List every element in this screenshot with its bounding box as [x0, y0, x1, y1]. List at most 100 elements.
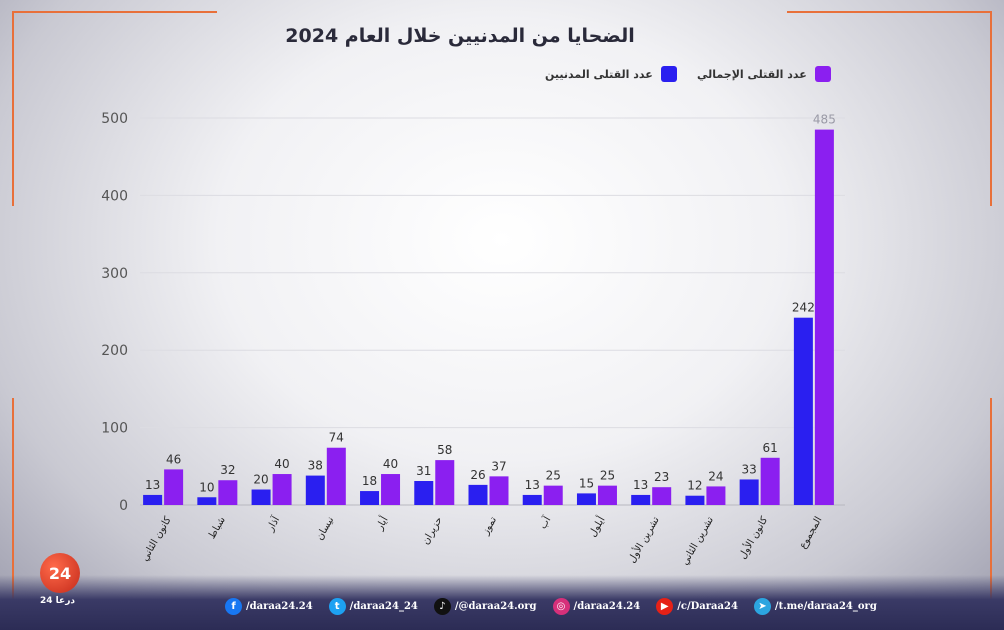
y-tick-label: 0	[119, 498, 128, 514]
x-tick-label: تشرين الثاني	[680, 515, 717, 567]
data-label: 18	[362, 474, 377, 488]
logo-mark: 24	[48, 563, 72, 583]
bar	[272, 474, 292, 505]
data-label: 20	[253, 473, 268, 487]
legend-label-total: عدد القتلى الإجمالي	[697, 67, 807, 81]
chart-title: الضحايا من المدنيين خلال العام 2024	[285, 25, 635, 47]
data-label: 10	[199, 480, 214, 494]
legend-item-civilians: عدد القتلى المدنيين	[545, 66, 677, 82]
legend-swatch-civilians	[660, 66, 677, 82]
bar	[164, 469, 184, 505]
bar	[197, 497, 217, 505]
y-tick-label: 100	[101, 421, 128, 437]
social-link[interactable]: ▶/c/Daraa24	[656, 598, 738, 615]
data-label: 25	[546, 469, 561, 483]
bar	[143, 494, 163, 505]
data-label: 33	[742, 462, 757, 476]
frame-left-upper	[12, 11, 14, 206]
social-link[interactable]: ♪/@daraa24.org	[433, 598, 537, 615]
x-tick-label: حزيران	[420, 515, 445, 547]
data-label: 13	[525, 478, 540, 492]
data-label: 24	[708, 469, 723, 483]
data-label: 40	[274, 457, 289, 471]
x-tick-label: نيسان	[314, 515, 336, 542]
social-label: /daraa24.24	[246, 601, 313, 612]
data-label: 31	[416, 464, 431, 478]
social-link[interactable]: f/daraa24.24	[225, 598, 313, 615]
x-tick-label: أيلول	[586, 514, 608, 539]
data-label: 40	[383, 457, 398, 471]
y-tick-label: 300	[101, 266, 128, 282]
bar	[760, 457, 780, 505]
data-label: 74	[329, 431, 344, 445]
frame-top-left	[12, 11, 217, 13]
bar	[218, 480, 238, 505]
y-tick-label: 500	[101, 111, 128, 127]
social-links: f/daraa24.24 t/daraa24_24 ♪/@daraa24.org ◎ /…	[225, 598, 877, 615]
y-tick-label: 400	[101, 188, 128, 204]
bar	[814, 129, 834, 506]
social-label: /daraa24_24	[349, 601, 418, 612]
x-tick-label: تشرين الأول	[625, 514, 662, 565]
facebook-icon: f	[225, 598, 242, 615]
frame-right-lower	[990, 398, 992, 608]
data-label: 58	[437, 443, 452, 457]
bar	[326, 447, 346, 505]
legend-swatch-total	[814, 66, 831, 82]
daraa24-logo: 24	[40, 553, 80, 593]
bar	[305, 475, 325, 505]
data-label: 485	[813, 113, 836, 127]
footer-band	[0, 575, 1004, 630]
x-tick-label: شباط	[207, 515, 228, 541]
instagram-icon: ◎	[552, 598, 570, 615]
bar	[522, 494, 542, 505]
bar	[652, 487, 672, 505]
social-link[interactable]: ➤/t.me/daraa24_org	[753, 598, 877, 615]
bar	[381, 474, 401, 505]
x-tick-label: كانون الثاني	[140, 515, 174, 563]
data-label: 26	[470, 468, 485, 482]
data-label: 13	[633, 478, 648, 492]
data-label: 23	[654, 470, 669, 484]
bar	[489, 476, 509, 505]
bar	[685, 495, 705, 505]
social-label: /daraa24.24	[573, 601, 641, 612]
legend-label-civilians: عدد القتلى المدنيين	[545, 67, 653, 81]
bar	[360, 491, 380, 505]
data-label: 37	[491, 459, 506, 473]
bar	[251, 489, 271, 505]
data-label: 12	[687, 479, 702, 493]
x-tick-label: كانون الأول	[736, 514, 771, 561]
bar	[468, 484, 488, 505]
frame-left-lower	[12, 398, 14, 608]
bar	[543, 485, 563, 505]
legend-item-total: عدد القتلى الإجمالي	[697, 66, 831, 82]
bar	[435, 460, 455, 505]
x-tick-label: آذار	[263, 513, 283, 534]
bar	[576, 493, 596, 505]
frame-right-upper	[990, 11, 992, 206]
tiktok-icon: ♪	[433, 598, 451, 615]
logo-subtitle: درعا 24	[40, 596, 75, 606]
twitter-icon: t	[328, 598, 346, 615]
social-label: /@daraa24.org	[454, 601, 537, 612]
y-tick-label: 200	[101, 343, 128, 359]
data-label: 25	[600, 469, 615, 483]
social-label: /c/Daraa24	[677, 601, 738, 612]
x-tick-label: أيار	[372, 514, 391, 533]
data-label: 13	[145, 478, 160, 492]
data-label: 38	[308, 459, 323, 473]
social-link[interactable]: t/daraa24_24	[328, 598, 418, 615]
youtube-icon: ▶	[656, 598, 674, 615]
data-label: 61	[763, 441, 778, 455]
bar	[739, 479, 759, 505]
bar	[597, 485, 617, 505]
social-link[interactable]: ◎/daraa24.24	[552, 598, 641, 615]
frame-top-right	[787, 11, 992, 13]
telegram-icon: ➤	[753, 598, 771, 615]
x-tick-label: آب	[536, 513, 554, 531]
data-label: 15	[579, 476, 594, 490]
bar	[631, 494, 651, 505]
bar	[793, 317, 813, 505]
data-label: 46	[166, 452, 181, 466]
